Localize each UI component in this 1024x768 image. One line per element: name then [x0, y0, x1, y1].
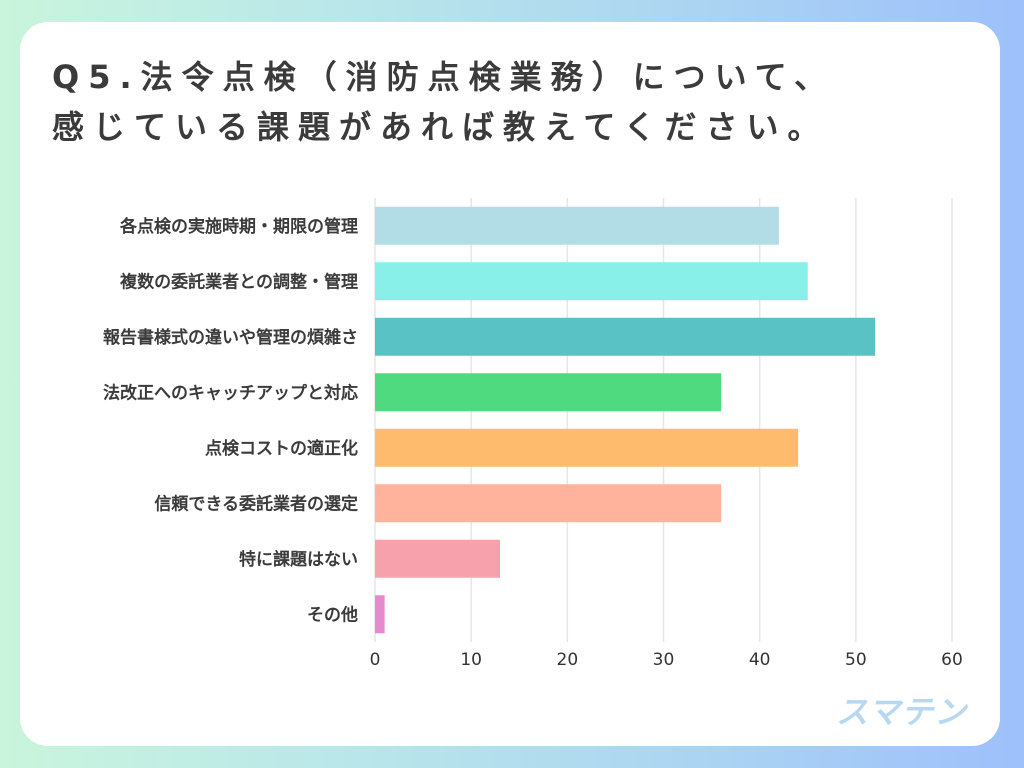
- category-label: 信頼できる委託業者の選定: [154, 493, 358, 514]
- category-label: 特に課題はない: [239, 549, 358, 570]
- bar-5: [375, 484, 722, 523]
- category-label: 点検コストの適正化: [205, 438, 358, 459]
- category-label: 各点検の実施時期・期限の管理: [119, 216, 358, 237]
- category-label: 複数の委託業者との調整・管理: [119, 271, 358, 292]
- bar-3: [375, 373, 722, 412]
- bar-7: [375, 595, 385, 634]
- chart-title-line-1: Q5.法令点検（消防点検業務）について、: [52, 58, 836, 96]
- x-tick-label: 40: [749, 650, 771, 670]
- category-label: 報告書様式の違いや管理の煩雑さ: [103, 327, 358, 348]
- x-tick-label: 0: [370, 650, 381, 670]
- bar-1: [375, 262, 808, 301]
- category-label: 法改正へのキャッチアップと対応: [103, 382, 358, 403]
- x-tick-label: 60: [941, 650, 963, 670]
- x-tick-label: 50: [845, 650, 867, 670]
- category-label: その他: [307, 604, 358, 625]
- chart-title: Q5.法令点検（消防点検業務）について、 感じている課題があれば教えてください。: [52, 52, 835, 152]
- x-tick-label: 30: [653, 650, 675, 670]
- x-tick-label: 10: [460, 650, 482, 670]
- brand-logo: スマテン: [836, 693, 968, 731]
- bar-4: [375, 428, 799, 467]
- chart-title-line-2: 感じている課題があれば教えてください。: [52, 108, 829, 146]
- bar-0: [375, 206, 779, 245]
- bar-6: [375, 539, 501, 578]
- bar-2: [375, 317, 876, 356]
- x-tick-label: 20: [557, 650, 579, 670]
